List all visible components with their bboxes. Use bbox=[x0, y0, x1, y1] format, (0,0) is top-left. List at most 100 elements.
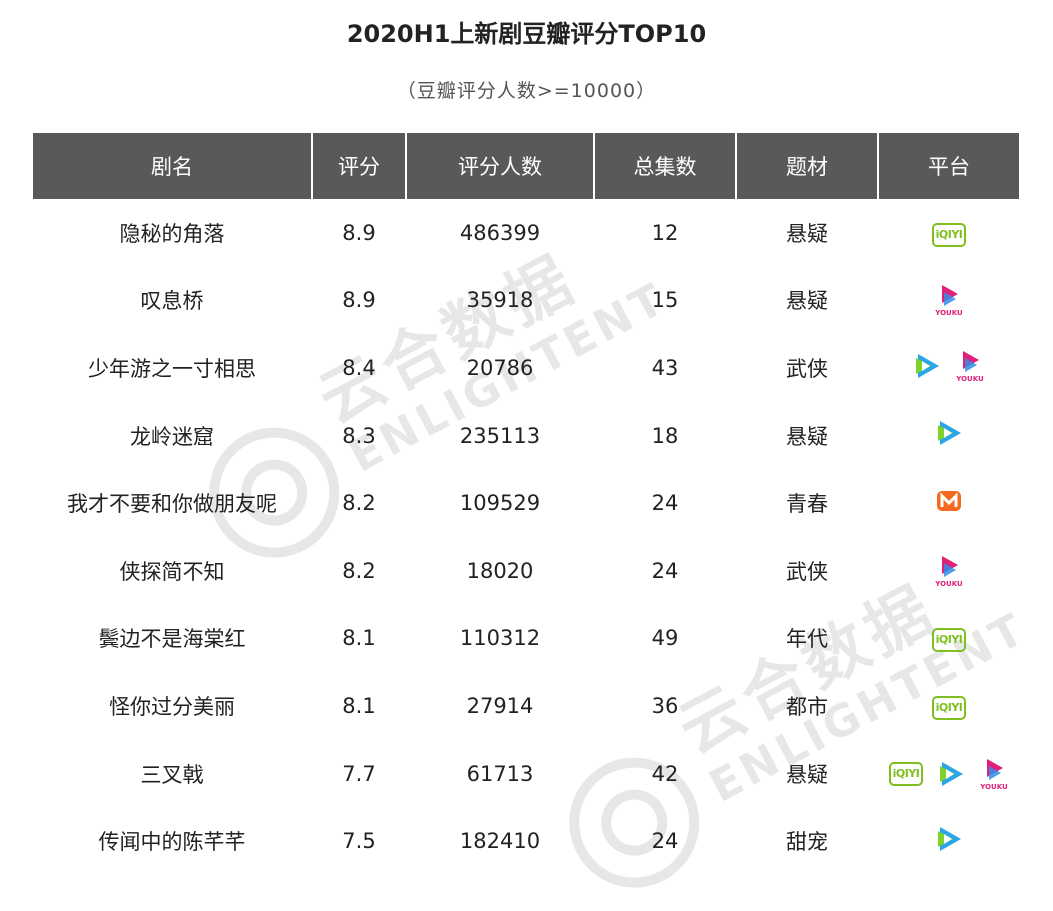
iqiyi-icon: iQIYI bbox=[932, 695, 966, 720]
table-header-row: 剧名 评分 评分人数 总集数 题材 平台 bbox=[33, 133, 1019, 199]
table-row: 怪你过分美丽 8.1 27914 36 都市 iQIYI bbox=[33, 672, 1019, 740]
cell-genre: 年代 bbox=[786, 627, 828, 652]
table-row: 少年游之一寸相思 8.4 20786 43 武侠 YOUKU bbox=[33, 334, 1019, 402]
cell-score: 8.9 bbox=[342, 220, 376, 245]
cell-episodes: 24 bbox=[651, 558, 679, 583]
cell-raters: 27914 bbox=[466, 693, 534, 718]
cell-name: 三叉戟 bbox=[140, 762, 204, 787]
cell-genre: 都市 bbox=[786, 694, 828, 719]
platform-icons bbox=[935, 825, 963, 853]
cell-episodes: 12 bbox=[651, 220, 679, 245]
cell-platform: iQIYI YOUKU bbox=[879, 740, 1019, 808]
mango-tv-icon bbox=[936, 489, 962, 513]
cell-raters: 20786 bbox=[466, 355, 534, 380]
cell-raters: 235113 bbox=[459, 423, 541, 448]
table-row: 叹息桥 8.9 35918 15 悬疑 YOUKU bbox=[33, 267, 1019, 335]
iqiyi-icon: iQIYI bbox=[932, 628, 966, 653]
cell-episodes: 18 bbox=[651, 423, 679, 448]
cell-raters: 109529 bbox=[459, 491, 541, 516]
cell-platform bbox=[879, 402, 1019, 470]
platform-icons: YOUKU bbox=[934, 555, 964, 588]
youku-logo-text: YOUKU bbox=[956, 375, 984, 384]
cell-genre: 青春 bbox=[786, 492, 828, 517]
cell-name: 龙岭迷窟 bbox=[130, 424, 214, 449]
cell-name: 隐秘的角落 bbox=[119, 221, 225, 246]
platform-icons bbox=[936, 489, 962, 513]
cell-score: 8.2 bbox=[342, 558, 376, 583]
cell-score: 8.2 bbox=[342, 491, 376, 516]
header-name: 剧名 bbox=[33, 133, 311, 199]
cell-episodes: 24 bbox=[651, 491, 679, 516]
youku-logo-text: YOUKU bbox=[935, 579, 963, 588]
cell-platform: YOUKU bbox=[879, 537, 1019, 605]
cell-episodes: 43 bbox=[651, 355, 679, 380]
iqiyi-icon: iQIYI bbox=[932, 222, 966, 247]
cell-name: 怪你过分美丽 bbox=[109, 694, 235, 719]
header-raters: 评分人数 bbox=[407, 133, 593, 199]
cell-score: 7.5 bbox=[342, 829, 376, 854]
cell-genre: 武侠 bbox=[786, 356, 828, 381]
cell-genre: 甜宠 bbox=[786, 830, 828, 855]
ranking-table: 剧名 评分 评分人数 总集数 题材 平台 隐秘的角落 8.9 486399 12 悬疑 i… bbox=[31, 133, 1021, 875]
cell-genre: 悬疑 bbox=[786, 289, 828, 314]
table-row: 我才不要和你做朋友呢 8.2 109529 24 青春 bbox=[33, 469, 1019, 537]
youku-logo-text: YOUKU bbox=[935, 309, 963, 318]
tencent-video-icon bbox=[935, 825, 963, 853]
table-row: 三叉戟 7.7 61713 42 悬疑 iQIYI YOUKU bbox=[33, 740, 1019, 808]
cell-name: 我才不要和你做朋友呢 bbox=[67, 492, 277, 517]
platform-icons: iQIYI bbox=[932, 628, 966, 653]
header-score: 评分 bbox=[313, 133, 405, 199]
youku-icon: YOUKU bbox=[955, 350, 985, 384]
platform-icons: iQIYI YOUKU bbox=[889, 758, 1009, 791]
header-platform: 平台 bbox=[879, 133, 1019, 199]
cell-genre: 武侠 bbox=[786, 559, 828, 584]
cell-platform: YOUKU bbox=[879, 334, 1019, 402]
cell-episodes: 36 bbox=[651, 693, 679, 718]
youku-icon: YOUKU bbox=[934, 284, 964, 318]
cell-name: 侠探简不知 bbox=[119, 559, 225, 584]
chart-subtitle: （豆瓣评分人数>=10000） bbox=[396, 80, 657, 102]
cell-score: 8.9 bbox=[342, 288, 376, 313]
cell-score: 8.1 bbox=[342, 626, 376, 651]
cell-name: 叹息桥 bbox=[140, 289, 204, 314]
cell-episodes: 15 bbox=[651, 288, 679, 313]
cell-platform bbox=[879, 469, 1019, 537]
header-episodes: 总集数 bbox=[595, 133, 735, 199]
youku-logo-text: YOUKU bbox=[980, 782, 1008, 791]
cell-name: 少年游之一寸相思 bbox=[88, 356, 256, 381]
cell-score: 7.7 bbox=[342, 761, 376, 786]
header-genre: 题材 bbox=[737, 133, 877, 199]
cell-episodes: 42 bbox=[651, 761, 679, 786]
table-row: 传闻中的陈芊芊 7.5 182410 24 甜宠 bbox=[33, 807, 1019, 875]
cell-raters: 182410 bbox=[459, 829, 541, 854]
cell-raters: 35918 bbox=[466, 288, 534, 313]
platform-icons: iQIYI bbox=[932, 222, 966, 247]
tencent-video-icon bbox=[935, 419, 963, 447]
cell-episodes: 24 bbox=[651, 829, 679, 854]
iqiyi-icon: iQIYI bbox=[889, 761, 923, 786]
platform-icons: YOUKU bbox=[913, 350, 985, 384]
cell-episodes: 49 bbox=[651, 626, 679, 651]
cell-raters: 61713 bbox=[466, 761, 534, 786]
cell-raters: 486399 bbox=[459, 220, 541, 245]
cell-platform: iQIYI bbox=[879, 672, 1019, 740]
cell-raters: 110312 bbox=[459, 626, 541, 651]
tencent-video-icon bbox=[937, 760, 965, 788]
cell-genre: 悬疑 bbox=[786, 221, 828, 246]
cell-platform bbox=[879, 807, 1019, 875]
table-row: 龙岭迷窟 8.3 235113 18 悬疑 bbox=[33, 402, 1019, 470]
cell-score: 8.4 bbox=[342, 355, 376, 380]
cell-genre: 悬疑 bbox=[786, 424, 828, 449]
cell-score: 8.3 bbox=[342, 423, 376, 448]
cell-name: 鬓边不是海棠红 bbox=[98, 627, 246, 652]
platform-icons: YOUKU bbox=[934, 284, 964, 318]
cell-platform: iQIYI bbox=[879, 199, 1019, 267]
youku-icon: YOUKU bbox=[934, 555, 964, 588]
platform-icons bbox=[935, 419, 963, 447]
tencent-video-icon bbox=[913, 352, 941, 380]
chart-title: 2020H1上新剧豆瓣评分TOP10 bbox=[346, 20, 707, 48]
cell-platform: iQIYI bbox=[879, 605, 1019, 673]
cell-genre: 悬疑 bbox=[786, 762, 828, 787]
cell-platform: YOUKU bbox=[879, 267, 1019, 335]
table-row: 鬓边不是海棠红 8.1 110312 49 年代 iQIYI bbox=[33, 605, 1019, 673]
